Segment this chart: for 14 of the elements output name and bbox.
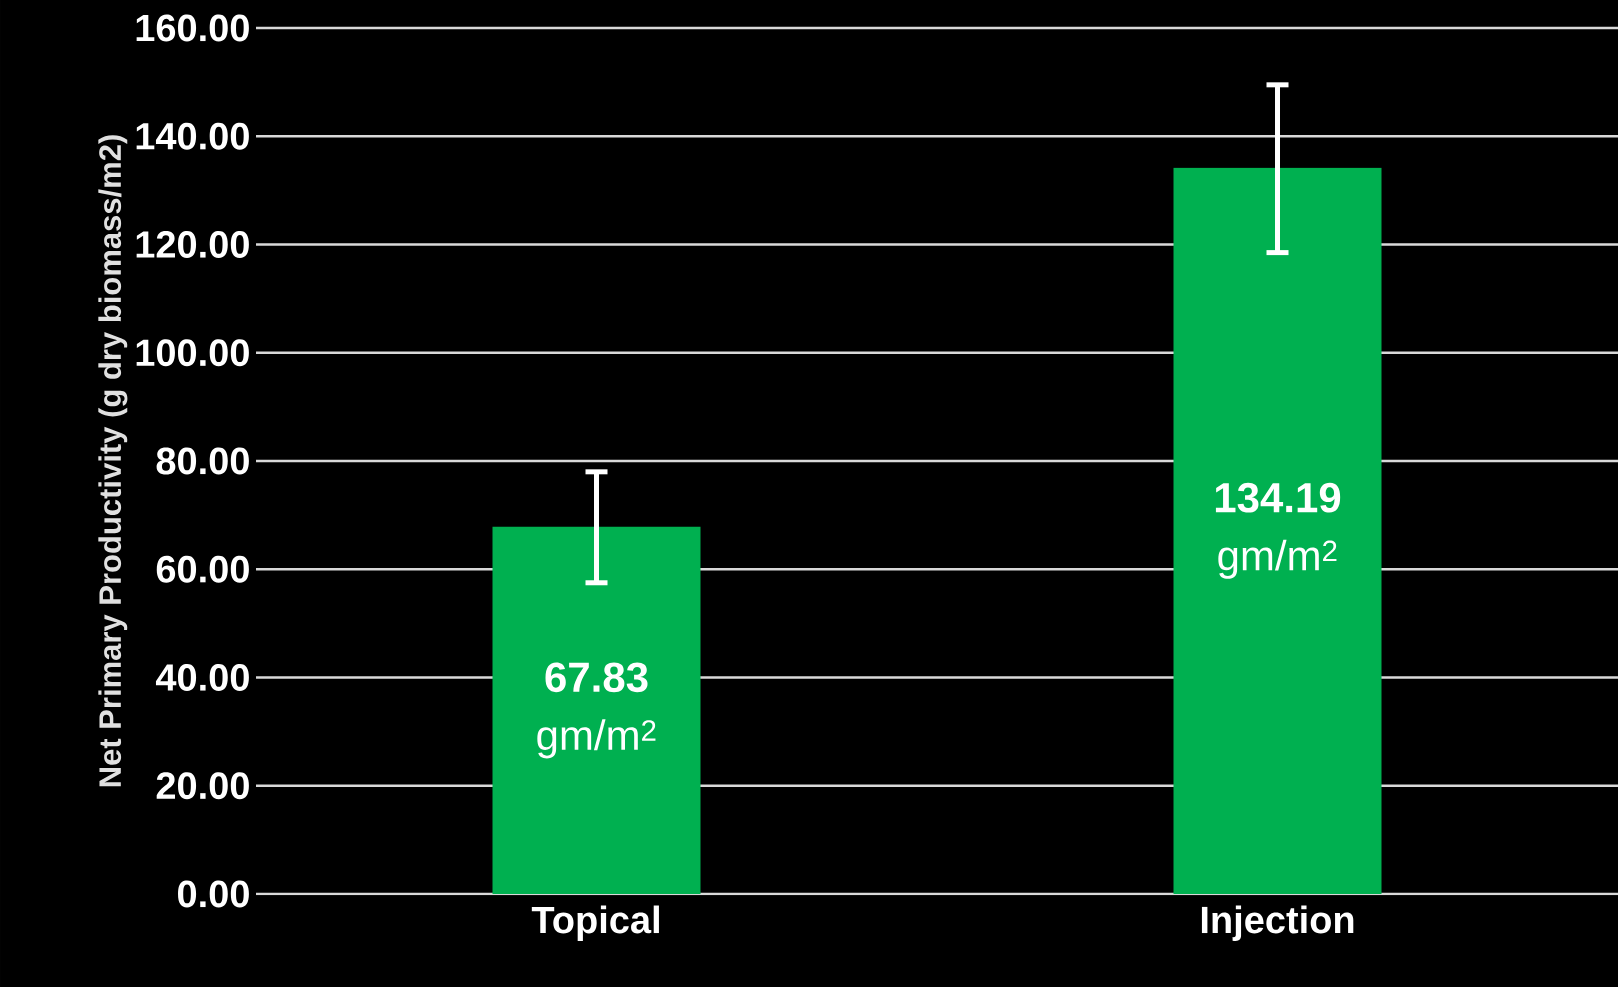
- y-tick-label: 100.00: [136, 339, 249, 367]
- data-label: 134.19 gm/m$^{2}$: [1215, 482, 1341, 579]
- x-tick-label: Injection: [1201, 905, 1354, 941]
- y-tick-label: 160.00: [136, 14, 249, 42]
- y-tick-label: 140.00: [136, 122, 249, 150]
- y-tick-label: 80.00: [156, 447, 249, 475]
- y-axis-title: Net Primary Productivity (g dry biomass/m2): [98, 135, 128, 787]
- y-tick-label: 40.00: [155, 664, 249, 691]
- x-tick-label: Topical: [531, 905, 659, 941]
- y-tick-label: 60.00: [156, 555, 249, 583]
- y-tick-label: 20.00: [156, 772, 249, 800]
- y-tick-label: 120.00: [136, 231, 249, 258]
- y-tick-label: 0.00: [178, 880, 249, 908]
- data-label: 67.83 gm/m$^{2}$: [537, 662, 656, 759]
